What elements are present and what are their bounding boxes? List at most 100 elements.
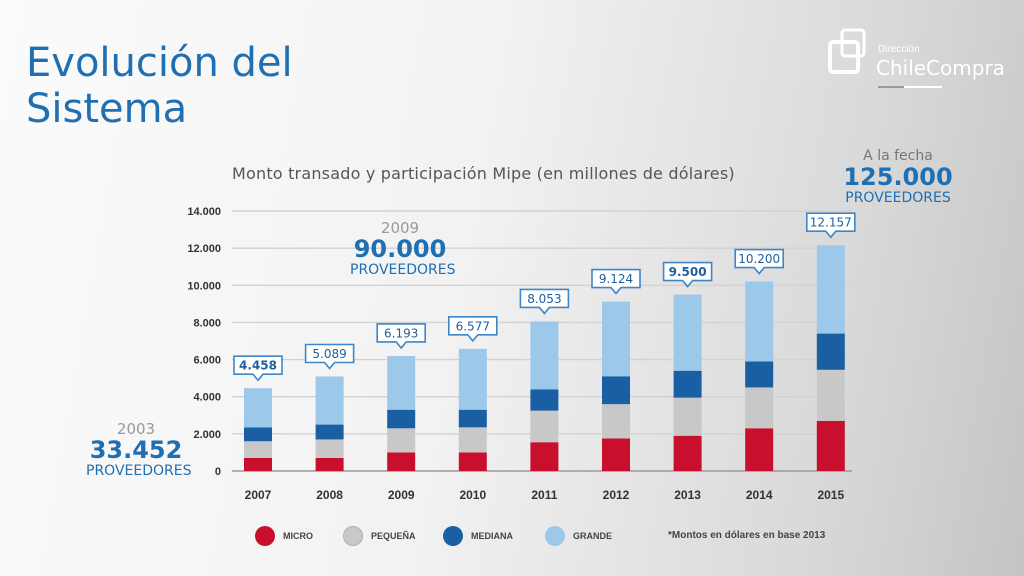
callout-2009: 2009 90.000 PROVEEDORES	[350, 219, 456, 278]
callout-2003-year: 2003	[116, 420, 156, 438]
total-label-2008: 5.089	[312, 347, 346, 361]
bar-2013-pequeña	[673, 397, 702, 436]
callout-2003-label: PROVEEDORES	[86, 463, 192, 479]
legend-swatch-pequena	[343, 526, 363, 546]
chart-legend: MICRO PEQUEÑA MEDIANA GRANDE	[255, 526, 875, 548]
slide-title: Evolución del Sistema	[26, 40, 293, 132]
bar-2012-mediana	[602, 376, 630, 405]
ytick-label-5: 10.000	[187, 280, 221, 292]
ytick-label-2: 4.000	[193, 392, 221, 404]
bar-2011-mediana	[530, 389, 559, 411]
ytick-label-7: 14.000	[187, 206, 221, 218]
callout-2003: 2003 33.452 PROVEEDORES	[86, 420, 192, 479]
slide-title-line-1: Evolución del	[26, 40, 293, 86]
callout-current-year: A la fecha	[863, 148, 933, 164]
bar-2010-mediana	[458, 409, 487, 428]
total-label-2011: 8.053	[527, 292, 561, 306]
bar-2008-mediana	[315, 424, 344, 440]
logo-big-text: ChileCompra	[876, 56, 1005, 80]
ytick-label-6: 12.000	[187, 243, 221, 255]
total-callout-bubble-2014	[734, 248, 784, 275]
callout-2009-year: 2009	[380, 219, 420, 237]
bar-2013-micro	[673, 435, 702, 471]
total-callout-bubble-2010	[448, 316, 498, 343]
total-label-2007: 4.458	[239, 359, 277, 373]
bar-2007-mediana	[244, 427, 272, 442]
legend-label-pequena: PEQUEÑA	[371, 531, 416, 541]
total-label-2013: 9.500	[669, 265, 707, 279]
bar-2013-mediana	[673, 370, 702, 398]
total-callout-2012: 9.124	[591, 268, 641, 295]
total-callout-bubble-2007	[233, 355, 283, 382]
total-label-2015: 12.157	[810, 216, 852, 230]
bar-2015-pequeña	[816, 369, 845, 421]
legend-swatch-micro	[255, 526, 275, 546]
total-callout-2009: 6.193	[376, 323, 426, 350]
legend-label-micro: MICRO	[283, 531, 313, 541]
callout-current-label: PROVEEDORES	[845, 190, 951, 206]
callout-current-number: 125.000	[843, 163, 953, 191]
legend-label-mediana: MEDIANA	[471, 531, 513, 541]
bar-2014-mediana	[745, 361, 774, 388]
callout-current: A la fecha 125.000 PROVEEDORES	[840, 148, 956, 206]
currency-note: *Montos en dólares en base 2013	[668, 530, 826, 541]
bar-2009-mediana	[387, 409, 416, 429]
bar-2013-grande	[673, 294, 702, 371]
xtick-label-2007: 2007	[245, 488, 272, 502]
bar-2015-micro	[816, 420, 845, 471]
bar-2009-grande	[387, 355, 416, 410]
bar-2008-micro	[315, 458, 344, 471]
xtick-label-2012: 2012	[603, 488, 630, 502]
bar-2011-pequeña	[530, 410, 559, 443]
callout-2003-number: 33.452	[89, 436, 183, 464]
bar-2012-pequeña	[602, 404, 630, 439]
bar-2014-grande	[745, 281, 774, 362]
bar-2007-grande	[244, 388, 272, 428]
total-callout-bubble-2011	[519, 288, 570, 315]
total-callout-2015: 12.157	[806, 212, 856, 239]
bars-layer	[244, 245, 845, 471]
slide-title-line-2: Sistema	[26, 86, 188, 132]
bar-2009-micro	[387, 452, 416, 471]
chart-title: Monto transado y participación Mipe (en …	[232, 164, 735, 183]
total-label-2012: 9.124	[599, 272, 633, 286]
callout-2009-label: PROVEEDORES	[350, 262, 456, 278]
bar-2014-pequeña	[745, 387, 774, 429]
total-callout-2007: 4.458	[233, 355, 283, 382]
bar-2011-micro	[530, 442, 559, 471]
xtick-label-2014: 2014	[746, 488, 773, 502]
legend-item-mediana: MEDIANA	[443, 526, 513, 546]
total-callout-bubble-2008	[304, 343, 355, 370]
ytick-label-3: 6.000	[193, 355, 221, 367]
legend-item-grande: GRANDE	[545, 526, 612, 546]
total-label-2009: 6.193	[384, 326, 418, 340]
bar-2007-micro	[244, 458, 272, 471]
logo-underline-accent	[878, 86, 904, 88]
bar-2007-pequeña	[244, 441, 272, 458]
xtick-label-2008: 2008	[316, 488, 343, 502]
xtick-label-2010: 2010	[459, 488, 486, 502]
bar-2010-grande	[458, 348, 487, 410]
legend-item-micro: MICRO	[255, 526, 313, 546]
total-callout-2010: 6.577	[448, 316, 498, 343]
chilecompra-logo-icon	[828, 28, 866, 74]
bar-2008-pequeña	[315, 439, 344, 458]
bar-2014-micro	[745, 428, 774, 471]
ytick-label-0: 0	[215, 466, 221, 478]
legend-label-grande: GRANDE	[573, 531, 613, 541]
bar-2012-micro	[602, 438, 630, 471]
ytick-label-4: 8.000	[193, 317, 221, 329]
xtick-label-2009: 2009	[388, 488, 415, 502]
total-callout-bubble-2009	[376, 323, 426, 350]
total-callout-2008: 5.089	[304, 343, 355, 370]
legend-swatch-grande	[545, 526, 565, 546]
bar-2012-grande	[602, 301, 630, 377]
total-callout-2014: 10.200	[734, 248, 784, 275]
ytick-label-1: 2.000	[193, 429, 221, 441]
bar-2015-grande	[816, 245, 845, 334]
logo-underline	[878, 86, 942, 88]
total-callout-bubble-2015	[806, 212, 856, 239]
bar-2009-pequeña	[387, 428, 416, 453]
xtick-label-2011: 2011	[531, 488, 557, 502]
